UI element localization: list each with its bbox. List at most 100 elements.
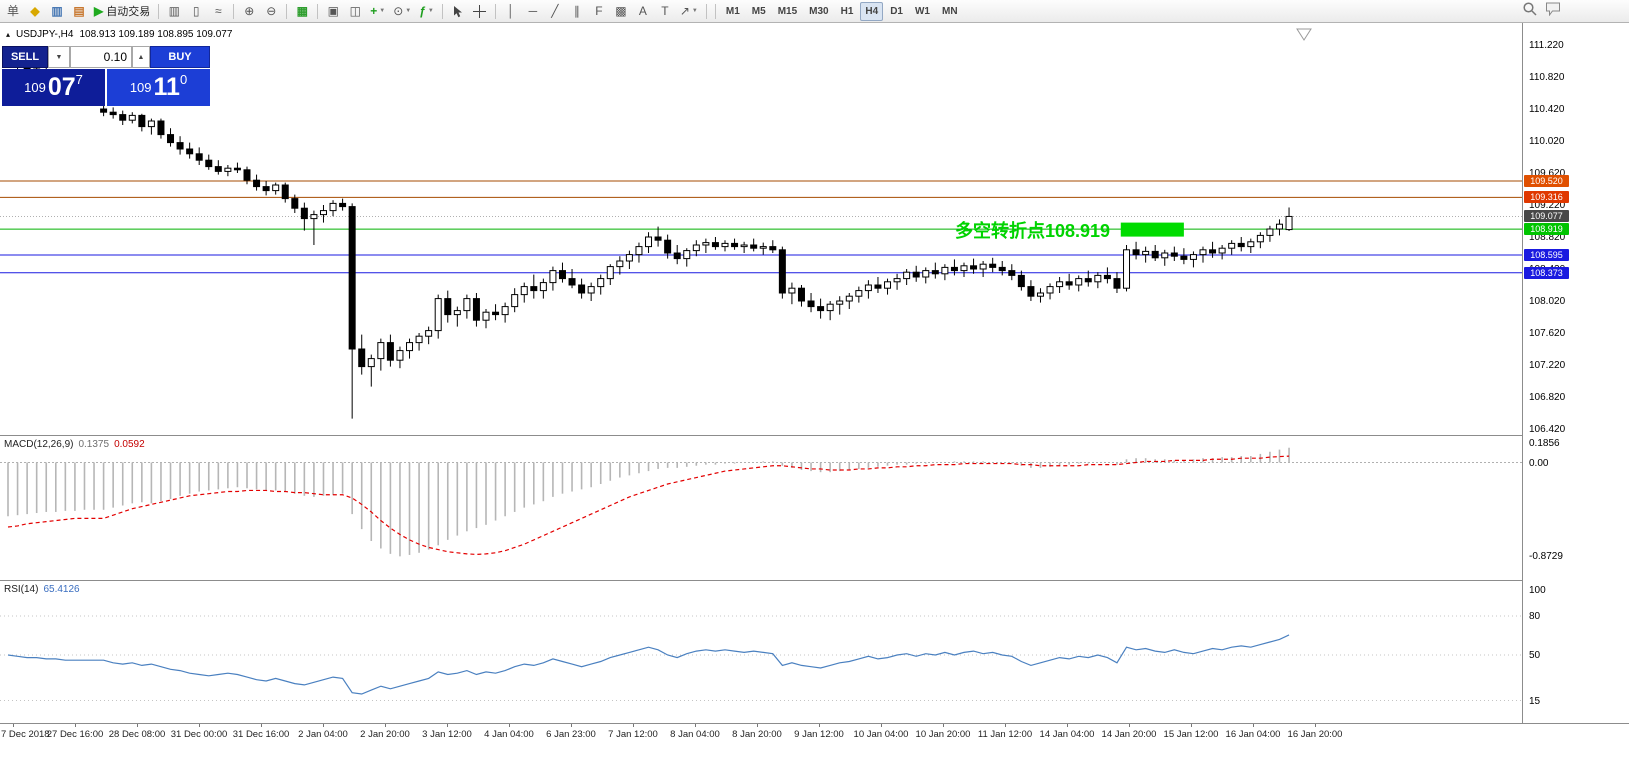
timeframe-m5-button[interactable]: M5 [747,2,771,21]
price-axis-label: 110.820 [1529,72,1565,83]
text-icon[interactable]: A [633,2,653,21]
navigator-icon[interactable]: ▤ [69,2,89,21]
candle [1228,240,1236,255]
trendline-icon[interactable]: ╱ [545,2,565,21]
timeframe-h1-button[interactable]: H1 [836,2,859,21]
candle [998,261,1006,276]
new-chart-icon[interactable]: + ▼ [367,2,388,21]
chevron-down-icon: ▼ [379,8,386,14]
candle [176,136,184,155]
candle [1123,245,1131,292]
price-level-tag[interactable]: 109.316 [1524,191,1569,204]
price-level-tag[interactable]: 108.373 [1524,266,1569,279]
candle [186,142,194,159]
volume-dropdown-button[interactable]: ▼ [48,46,70,68]
candle [119,110,127,125]
timeframe-d1-button[interactable]: D1 [885,2,908,21]
price-axis-label: 109.220 [1529,200,1566,211]
bid-price-button[interactable]: 109 07 7 [2,69,105,106]
price-level-tag[interactable]: 108.595 [1524,249,1569,261]
arrows-icon[interactable]: ↗ ▼ [677,2,701,21]
time-axis-label: 14 Jan 04:00 [1039,729,1095,740]
time-axis-tick [695,724,696,727]
market-watch-icon[interactable]: ▥ [47,2,67,21]
zoom-in-icon[interactable]: ⊕ [239,2,259,21]
chevron-up-icon: ▲ [137,53,145,61]
rsi-indicator-chart[interactable] [0,581,1522,723]
time-axis-tick [385,724,386,727]
price-level-tag[interactable]: 109.520 [1524,175,1569,187]
candle [472,293,480,327]
timeframe-w1-button[interactable]: W1 [910,2,935,21]
crosshair-icon[interactable] [470,2,490,21]
macd-indicator-chart[interactable] [0,436,1522,580]
volume-increase-button[interactable]: ▲ [132,46,150,68]
time-axis-label: 9 Jan 12:00 [794,729,844,740]
zoom-out-icon[interactable]: ⊖ [261,2,281,21]
candle [616,256,624,275]
fibonacci-icon[interactable]: F [589,2,609,21]
sell-button[interactable]: SELL [2,46,48,68]
macd-pane-divider[interactable] [0,435,1629,436]
candle [568,269,576,289]
highlight-rectangle[interactable] [1120,222,1184,237]
period-icon[interactable]: ⊙ ▼ [390,2,414,21]
autotrading-button[interactable]: ▶ 自动交易 [91,2,153,21]
toolbar-separator [494,3,496,19]
candle [625,250,633,269]
horizontal-line-icon[interactable]: ─ [523,2,543,21]
vertical-line-icon[interactable]: │ [501,2,521,21]
volume-input[interactable] [70,46,132,68]
time-axis-label: 8 Jan 20:00 [732,729,782,740]
metaeditor-icon[interactable]: ◆ [25,2,45,21]
candle [702,238,710,253]
ask-prefix: 109 [129,80,152,95]
candle [721,240,729,252]
candle [463,294,471,319]
candle [396,346,404,369]
candle [253,174,261,191]
cascade-windows-icon[interactable]: ▣ [323,2,343,21]
candle [501,302,509,323]
buy-button[interactable]: BUY [150,46,210,68]
search-icon[interactable] [1522,1,1537,21]
timeframe-mn-button[interactable]: MN [937,2,963,21]
candle [377,338,385,371]
price-axis-label: 111.220 [1529,40,1564,51]
candle [950,259,958,276]
tile-windows-icon[interactable]: ▦ [292,2,312,21]
timeframe-h4-button[interactable]: H4 [860,1,884,21]
price-level-tag[interactable]: 108.919 [1524,223,1569,236]
time-axis-tick [261,724,262,727]
timeframe-m15-button[interactable]: M15 [773,2,802,21]
community-icon[interactable] [1545,1,1561,21]
time-axis: 7 Dec 2018 27 Dec 16:00 28 Dec 08:00 31 Dec… [0,724,1629,745]
bar-chart-icon[interactable]: ▥ [164,2,184,21]
time-axis-divider [0,723,1629,724]
chart-shift-marker[interactable] [1296,28,1312,41]
toolbar-separator [441,3,443,19]
main-price-chart[interactable]: 多空转折点108.919 [0,23,1522,435]
candle [329,200,337,217]
candle [1056,277,1064,293]
equidistant-channel-icon[interactable]: ∥ [567,2,587,21]
panel-toggle-icon[interactable]: ▴ [6,30,11,39]
timeframe-m30-button[interactable]: M30 [804,2,833,21]
ask-price-button[interactable]: 109 11 0 [107,69,210,106]
turning-point-annotation[interactable]: 多空转折点108.919 [955,220,1110,241]
rsi-pane-divider[interactable] [0,580,1629,581]
trade-panel-controls: SELL ▼ ▲ BUY [2,46,210,68]
candlestick-chart-icon[interactable]: ▯ [186,2,206,21]
indicators-icon[interactable]: ƒ ▼ [416,2,437,21]
time-axis-label: 14 Jan 20:00 [1101,729,1157,740]
line-chart-icon[interactable]: ≈ [208,2,228,21]
grid-icon[interactable]: ▩ [611,2,631,21]
text-label-icon[interactable]: T [655,2,675,21]
new-order-button[interactable]: 单 [3,2,23,21]
price-level-tag[interactable]: 109.077 [1524,210,1569,223]
cursor-icon[interactable] [448,2,468,21]
timeframe-m1-button[interactable]: M1 [721,2,745,21]
candle [836,296,844,315]
time-axis-label: 2 Jan 20:00 [360,729,410,740]
arrange-windows-icon[interactable]: ◫ [345,2,365,21]
